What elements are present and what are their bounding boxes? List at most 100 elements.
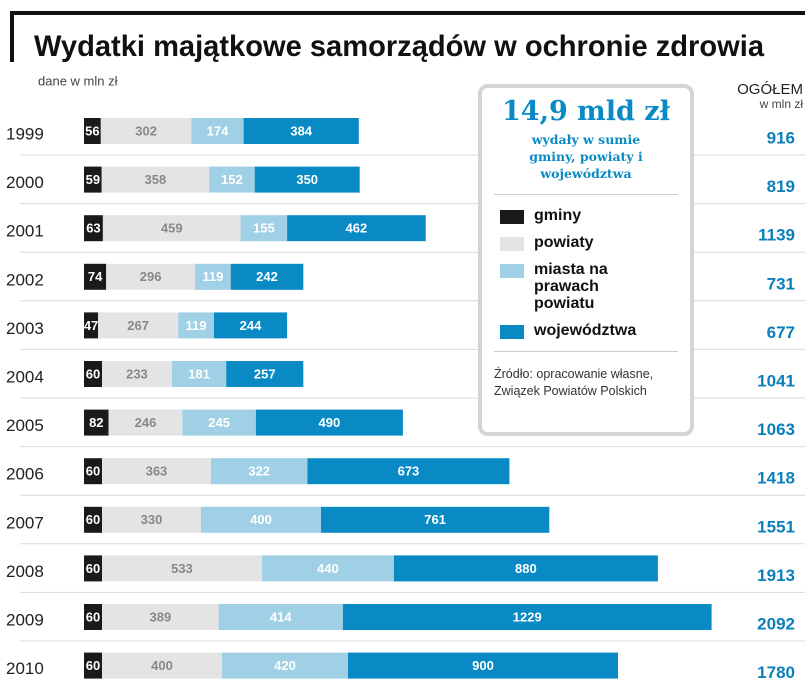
bar-segment <box>84 361 102 387</box>
legend-item: województwa <box>500 322 678 339</box>
legend-swatch <box>500 210 524 224</box>
bar-segment <box>102 555 262 582</box>
value-label: 389 <box>149 609 171 624</box>
bar-segment <box>201 506 321 533</box>
value-label: 459 <box>161 221 183 236</box>
value-label: 244 <box>240 318 262 333</box>
value-label: 245 <box>208 415 230 430</box>
legend-swatch <box>500 264 524 278</box>
value-label: 400 <box>151 658 173 673</box>
legend-item: gminy <box>500 207 678 224</box>
total-label: 1041 <box>757 371 795 390</box>
bar-segment <box>84 118 101 144</box>
value-label: 74 <box>88 269 103 284</box>
legend-item: powiaty <box>500 234 678 251</box>
bar-segment <box>102 458 211 485</box>
bar-segment <box>106 263 195 290</box>
total-label: 2092 <box>757 614 795 633</box>
value-label: 880 <box>515 561 537 576</box>
y-tick-label: 2009 <box>6 610 44 629</box>
bar-segment <box>287 215 426 242</box>
value-label: 152 <box>221 172 243 187</box>
y-tick-label: 2007 <box>6 513 44 532</box>
bar-segment <box>182 409 256 436</box>
y-tick-label: 2006 <box>6 465 44 484</box>
box-text: wydały w sumie gminy, powiaty i wojewódz… <box>529 132 643 181</box>
value-label: 350 <box>296 172 318 187</box>
value-label: 242 <box>256 269 278 284</box>
bar-segment <box>84 263 107 290</box>
bar-segment <box>84 506 102 533</box>
value-label: 60 <box>86 366 100 381</box>
value-label: 174 <box>207 123 229 138</box>
divider <box>494 351 678 352</box>
value-label: 384 <box>290 123 312 138</box>
bar-segment <box>393 555 658 582</box>
totals-unit: w mln zł <box>759 97 804 111</box>
total-label: 1063 <box>757 420 795 439</box>
legend-label: powiaty <box>534 234 594 251</box>
y-tick-label: 2002 <box>6 270 44 289</box>
chart-title: Wydatki majątkowe samorządów w ochronie … <box>34 30 764 63</box>
summary-box: 14,9 mld zł wydały w sumie gminy, powiat… <box>478 84 694 436</box>
total-label: 916 <box>767 128 795 147</box>
bar-segment <box>240 215 288 242</box>
legend-label: województwa <box>534 322 637 339</box>
bar-segment <box>218 604 343 630</box>
bar-segment <box>84 215 103 242</box>
total-label: 1139 <box>758 226 795 245</box>
value-label: 60 <box>86 658 100 673</box>
value-label: 60 <box>86 464 100 479</box>
bar-segment <box>226 361 304 387</box>
bar-segment <box>321 506 550 533</box>
bar-segment <box>210 458 308 485</box>
y-tick-label: 2004 <box>6 367 44 386</box>
bar-segment <box>98 312 179 339</box>
value-label: 56 <box>85 123 99 138</box>
headline: 14,9 mld zł <box>502 96 670 127</box>
value-label: 246 <box>135 415 157 430</box>
y-tick-label: 2010 <box>6 659 44 678</box>
bar-segment <box>243 118 359 144</box>
value-label: 462 <box>346 221 368 236</box>
bar-segment <box>307 458 510 485</box>
bar-segment <box>84 604 102 630</box>
bar-segment <box>342 604 712 630</box>
total-label: 1780 <box>757 663 795 682</box>
bar-segment <box>84 458 102 485</box>
total-label: 1913 <box>757 566 795 585</box>
value-label: 60 <box>86 512 100 527</box>
value-label: 267 <box>127 318 149 333</box>
y-tick-label: 2000 <box>6 173 44 192</box>
bar-segment <box>195 263 231 290</box>
value-label: 59 <box>86 172 100 187</box>
bar-segment <box>178 312 214 339</box>
total-label: 1551 <box>757 517 795 536</box>
bar-segment <box>191 118 244 144</box>
y-tick-label: 1999 <box>6 124 44 143</box>
bar-segment <box>100 118 192 144</box>
value-label: 82 <box>89 415 103 430</box>
y-tick-label: 2008 <box>6 562 44 581</box>
legend-swatch <box>500 237 524 251</box>
value-label: 47 <box>84 318 98 333</box>
total-label: 677 <box>767 323 795 342</box>
bar-segment <box>222 652 348 679</box>
value-label: 400 <box>250 512 272 527</box>
value-label: 358 <box>145 172 167 187</box>
bar-segment <box>255 409 403 436</box>
value-label: 60 <box>86 609 100 624</box>
value-label: 119 <box>186 318 207 333</box>
value-label: 363 <box>146 464 168 479</box>
legend-label: gminy <box>534 207 582 224</box>
bar-segment <box>102 361 172 387</box>
value-label: 155 <box>253 221 275 236</box>
subtitle: dane w mln zł <box>38 73 118 88</box>
total-label: 819 <box>767 177 795 196</box>
bar-segment <box>171 361 227 387</box>
bar-segment <box>84 312 99 339</box>
bar-segment <box>84 166 102 193</box>
bar-segment <box>84 555 102 582</box>
value-label: 900 <box>472 658 494 673</box>
